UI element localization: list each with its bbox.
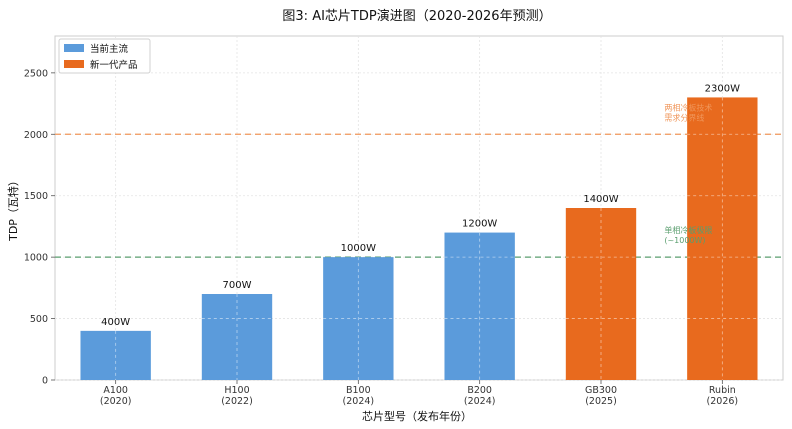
x-tick-label: H100 [224, 385, 249, 396]
x-tick-label: A100 [103, 385, 128, 396]
legend-swatch-next-gen [64, 60, 84, 68]
x-tick-year: (2022) [221, 396, 253, 407]
grid-lines [55, 36, 783, 381]
bar-grid-overlay [115, 97, 758, 380]
data-label: 1000W [341, 243, 376, 254]
x-tick-year: (2025) [585, 396, 617, 407]
reference-label-1: (~1000W) [664, 236, 705, 245]
x-tick-label: Rubin [709, 385, 736, 396]
reference-label-1: 单相冷板极限 [664, 225, 712, 235]
x-axis-label: 芯片型号（发布年份） [362, 409, 472, 423]
x-tick-year: (2024) [343, 396, 375, 407]
x-tick-year: (2026) [707, 396, 739, 407]
data-label: 700W [223, 280, 252, 291]
bars [80, 97, 758, 380]
data-label: 2300W [705, 83, 740, 94]
y-tick-label: 2000 [24, 130, 48, 141]
data-label: 400W [101, 317, 130, 328]
legend: 当前主流 新一代产品 [58, 38, 151, 74]
x-tick-year: (2020) [100, 396, 132, 407]
y-tick-label: 0 [42, 376, 48, 387]
data-label: 1400W [583, 194, 618, 205]
reference-label-0: 需求分界线 [664, 112, 704, 122]
y-tick-label: 1000 [24, 253, 48, 264]
x-tick-label: B200 [467, 385, 492, 396]
y-ticks: 0 500 1000 1500 2000 2500 [24, 68, 55, 387]
reference-lines [55, 133, 783, 258]
x-ticks: A100(2020)H100(2022)B100(2024)B200(2024)… [100, 380, 738, 407]
chart-title: 图3: AI芯片TDP演进图（2020-2026年预测） [282, 8, 551, 24]
y-tick-label: 2500 [24, 68, 48, 79]
y-tick-label: 500 [30, 314, 48, 325]
data-label: 1200W [462, 219, 497, 230]
legend-label-current: 当前主流 [90, 43, 129, 55]
reference-label-0: 两相冷板技术 [664, 102, 712, 112]
x-tick-label: GB300 [585, 385, 617, 396]
x-tick-label: B100 [346, 385, 371, 396]
legend-swatch-current [64, 44, 84, 52]
x-tick-year: (2024) [464, 396, 496, 407]
legend-label-next-gen: 新一代产品 [90, 59, 138, 71]
y-axis-label: TDP（瓦特） [6, 175, 20, 242]
plot-area [54, 35, 784, 381]
y-tick-label: 1500 [24, 191, 48, 202]
data-labels: 400W 700W 1000W 1200W 1400W 2300W [101, 83, 740, 327]
